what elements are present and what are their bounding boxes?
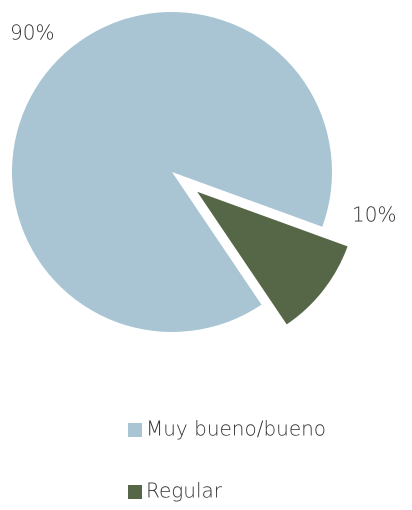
data-label: 90% [10, 21, 54, 45]
pie-slice [197, 191, 348, 325]
pie-slice [12, 11, 333, 332]
legend-label: Regular [146, 479, 223, 503]
legend-label: Muy bueno/bueno [146, 417, 326, 441]
legend-swatch [128, 423, 142, 437]
legend-swatch [128, 485, 142, 499]
data-label: 10% [352, 203, 396, 227]
